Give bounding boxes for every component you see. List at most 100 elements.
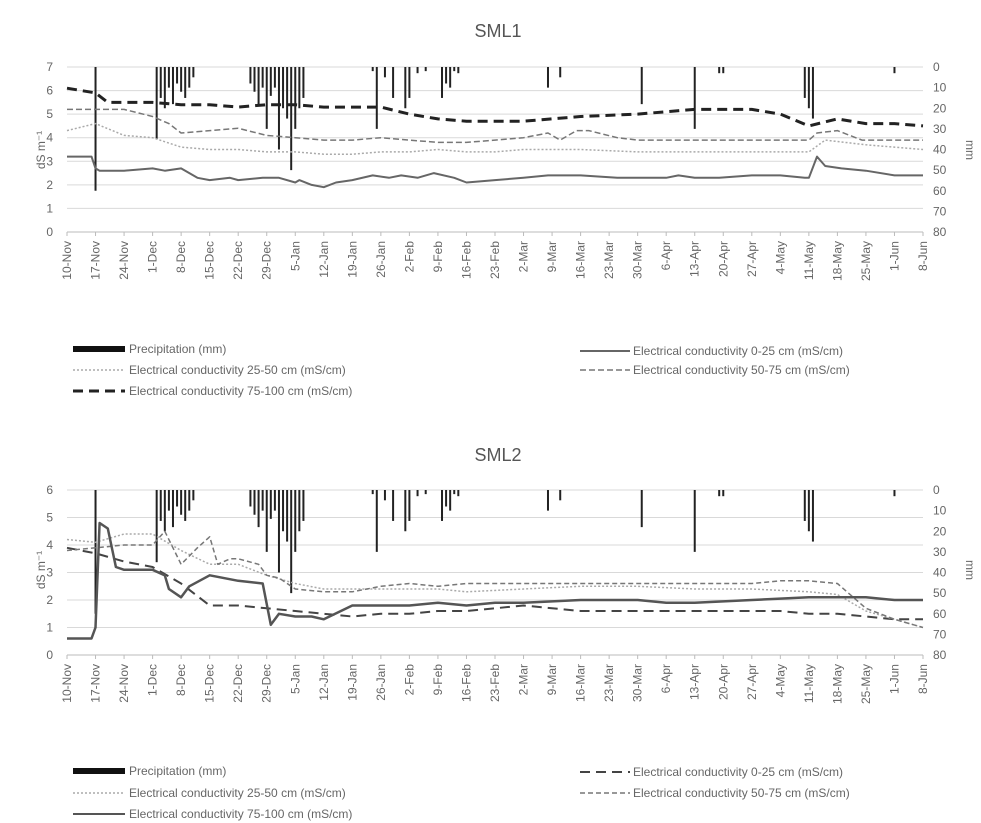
precipitation-bar xyxy=(282,67,285,109)
legend-item-ec-50-75: Electrical conductivity 50-75 cm (mS/cm) xyxy=(580,363,850,377)
precipitation-bar xyxy=(249,490,252,507)
x-tick-label: 10-Nov xyxy=(60,664,74,703)
x-tick-label: 26-Jan xyxy=(374,664,388,701)
y2-tick-label: 50 xyxy=(933,163,947,177)
precipitation-bar xyxy=(441,67,444,98)
precipitation-bar xyxy=(693,490,696,552)
x-tick-label: 22-Dec xyxy=(231,664,245,703)
precipitation-bar xyxy=(449,490,452,511)
x-tick-label: 8-Dec xyxy=(174,241,188,273)
precipitation-bar xyxy=(893,67,896,74)
precipitation-bar xyxy=(416,490,419,497)
legend-item-ec-50-75: Electrical conductivity 50-75 cm (mS/cm) xyxy=(580,786,850,800)
precipitation-bar xyxy=(404,490,407,532)
precipitation-bar xyxy=(265,490,268,552)
x-tick-label: 16-Feb xyxy=(459,664,473,702)
y2-tick-label: 50 xyxy=(933,586,947,600)
precipitation-bar xyxy=(269,490,272,519)
precipitation-bar xyxy=(273,67,276,88)
y-tick-label: 1 xyxy=(46,201,53,215)
x-tick-label: 12-Jan xyxy=(317,664,331,701)
precipitation-bar xyxy=(546,490,549,511)
y-tick-label: 6 xyxy=(46,483,53,497)
precipitation-bar xyxy=(159,67,162,98)
precipitation-bar xyxy=(253,490,256,515)
precipitation-bar xyxy=(163,67,166,109)
x-tick-label: 20-Apr xyxy=(716,241,730,277)
precipitation-bar xyxy=(167,490,170,511)
x-tick-label: 8-Dec xyxy=(174,664,188,696)
series-line-1 xyxy=(66,122,924,155)
x-tick-label: 9-Mar xyxy=(545,664,559,695)
x-tick-label: 15-Dec xyxy=(203,241,217,280)
precipitation-bar xyxy=(155,67,158,140)
x-tick-label: 9-Feb xyxy=(431,664,445,696)
precipitation-bar xyxy=(453,490,456,495)
series-line-0 xyxy=(67,155,923,189)
y-tick-label: 7 xyxy=(46,60,53,74)
y2-tick-label: 70 xyxy=(933,204,947,218)
x-tick-label: 16-Mar xyxy=(574,664,588,702)
precipitation-bar xyxy=(171,67,174,105)
y2-tick-label: 10 xyxy=(933,504,947,518)
precipitation-bar xyxy=(176,490,179,507)
precipitation-bar xyxy=(176,67,179,84)
precipitation-bar xyxy=(184,490,187,521)
y2-tick-label: 40 xyxy=(933,143,947,157)
legend-label: Precipitation (mm) xyxy=(129,342,226,356)
precipitation-bar xyxy=(392,67,395,98)
x-tick-label: 2-Feb xyxy=(402,241,416,273)
precipitation-bar xyxy=(192,490,195,501)
precipitation-bar xyxy=(249,67,252,84)
precipitation-bar xyxy=(159,490,162,521)
y2-tick-label: 60 xyxy=(933,607,947,621)
legend-label: Electrical conductivity 0-25 cm (mS/cm) xyxy=(633,344,843,358)
x-tick-label: 6-Apr xyxy=(659,664,673,693)
y-tick-label: 0 xyxy=(46,225,53,239)
y-tick-label: 3 xyxy=(46,154,53,168)
x-tick-label: 30-Mar xyxy=(631,241,645,279)
precipitation-bar xyxy=(807,67,810,109)
x-tick-label: 27-Apr xyxy=(745,241,759,277)
precipitation-bar xyxy=(257,67,260,105)
y-tick-label: 2 xyxy=(46,178,53,192)
precipitation-bar xyxy=(180,67,183,92)
legend-label: Electrical conductivity 75-100 cm (mS/cm… xyxy=(129,384,352,398)
precipitation-bar xyxy=(163,490,166,532)
precipitation-bar xyxy=(188,490,191,511)
legend-label: Electrical conductivity 75-100 cm (mS/cm… xyxy=(129,807,352,821)
precipitation-bar xyxy=(803,490,806,521)
x-tick-label: 23-Mar xyxy=(602,664,616,702)
precipitation-bar xyxy=(457,67,460,74)
x-tick-label: 2-Mar xyxy=(517,664,531,695)
y-axis-label: dS m⁻¹ xyxy=(34,551,48,589)
legend-item-precipitation: Precipitation (mm) xyxy=(73,764,226,778)
precipitation-bar xyxy=(404,67,407,109)
precipitation-bar xyxy=(424,67,427,72)
series-line-1 xyxy=(66,533,924,629)
legend-swatch xyxy=(73,346,125,352)
precipitation-bar xyxy=(371,67,374,72)
x-tick-label: 4-May xyxy=(773,241,787,274)
x-tick-label: 8-Jun xyxy=(916,241,930,271)
y2-tick-label: 80 xyxy=(933,648,947,662)
precipitation-bar xyxy=(371,490,374,495)
x-tick-label: 5-Jan xyxy=(288,241,302,271)
y-tick-label: 3 xyxy=(46,566,53,580)
precipitation-bar xyxy=(302,67,305,98)
x-tick-label: 4-May xyxy=(773,664,787,697)
precipitation-bar xyxy=(893,490,896,497)
precipitation-bar xyxy=(290,490,293,594)
precipitation-bar xyxy=(94,67,97,191)
precipitation-bar xyxy=(261,67,264,88)
x-tick-label: 2-Mar xyxy=(517,241,531,272)
precipitation-bar xyxy=(693,67,696,129)
x-tick-label: 9-Feb xyxy=(431,241,445,273)
x-tick-label: 22-Dec xyxy=(231,241,245,280)
precipitation-bar xyxy=(277,490,280,573)
legend-label: Precipitation (mm) xyxy=(129,764,226,778)
y-tick-label: 0 xyxy=(46,648,53,662)
precipitation-bar xyxy=(803,67,806,98)
